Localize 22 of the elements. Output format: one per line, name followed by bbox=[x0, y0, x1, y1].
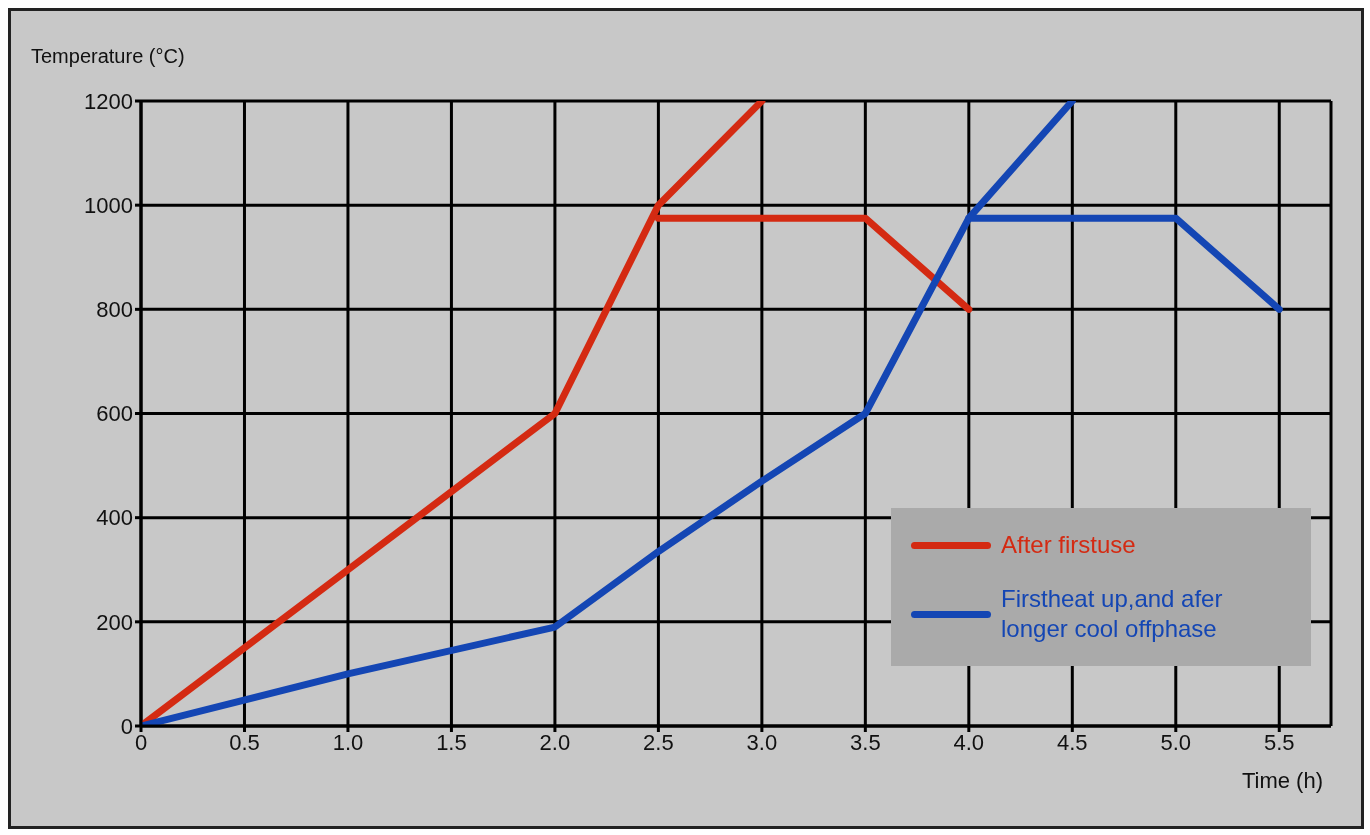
x-tick-label: 1.0 bbox=[332, 729, 364, 755]
y-tick-label: 0 bbox=[120, 713, 133, 739]
x-tick-label: 2.0 bbox=[539, 729, 571, 755]
x-tick-label: 4.0 bbox=[953, 729, 985, 755]
y-tick-label: 600 bbox=[96, 401, 133, 427]
x-tick-label: 5.5 bbox=[1263, 729, 1295, 755]
y-tick-label: 800 bbox=[96, 297, 133, 323]
y-tick-label: 1000 bbox=[84, 192, 133, 218]
x-tick-label: 3.0 bbox=[746, 729, 778, 755]
y-tick-label: 1200 bbox=[84, 88, 133, 114]
x-tick-label: 1.5 bbox=[436, 729, 467, 755]
y-tick-label: 200 bbox=[96, 609, 133, 635]
legend-label: After firstuse bbox=[1001, 530, 1136, 560]
x-tick-label: 3.5 bbox=[850, 729, 881, 755]
x-tick-label: 5.0 bbox=[1160, 729, 1192, 755]
x-tick-label: 0.5 bbox=[229, 729, 260, 755]
x-tick-label: 4.5 bbox=[1057, 729, 1088, 755]
x-axis-title: Time (h) bbox=[1241, 768, 1323, 793]
x-tick-label: 2.5 bbox=[643, 729, 674, 755]
y-axis-title: Temperature (°C) bbox=[31, 45, 185, 68]
y-tick-label: 400 bbox=[96, 505, 133, 531]
legend-label: Firstheat up,and afer longer cool offphase bbox=[1001, 584, 1224, 644]
